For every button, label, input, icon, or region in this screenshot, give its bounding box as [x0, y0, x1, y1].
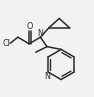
Text: O: O: [26, 22, 33, 31]
Text: N: N: [38, 29, 43, 38]
Text: Cl: Cl: [3, 39, 11, 48]
Text: N: N: [44, 72, 50, 81]
